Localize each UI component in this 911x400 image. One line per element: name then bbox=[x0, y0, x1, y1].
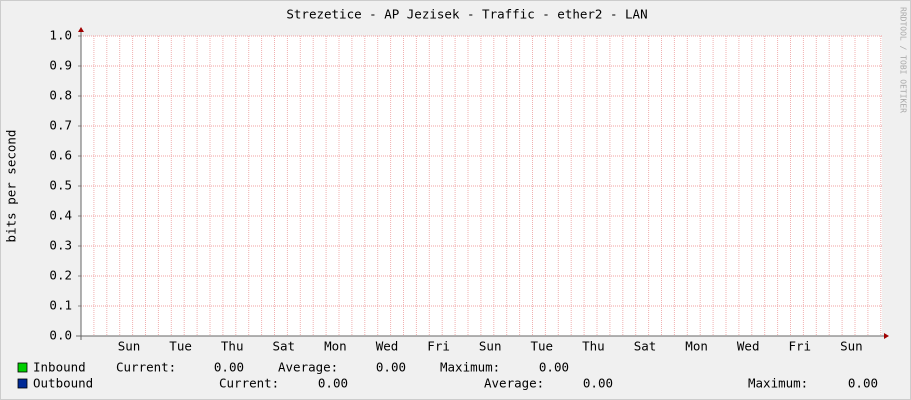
y-tick-label: 0.5 bbox=[49, 178, 72, 193]
chart-title: Strezetice - AP Jezisek - Traffic - ethe… bbox=[286, 7, 647, 22]
y-tick-label: 0.0 bbox=[49, 328, 72, 343]
stat-value: 0.00 bbox=[583, 376, 613, 391]
x-tick-label: Fri bbox=[789, 339, 812, 354]
x-tick-label: Sat bbox=[273, 339, 296, 354]
stat-name: Average: bbox=[278, 360, 338, 375]
x-tick-label: Sun bbox=[479, 339, 502, 354]
stat-name: Maximum: bbox=[748, 376, 808, 391]
y-tick-label: 0.8 bbox=[49, 88, 72, 103]
y-tick-label: 1.0 bbox=[49, 28, 72, 43]
y-axis-label: bits per second bbox=[4, 130, 19, 243]
stat-value: 0.00 bbox=[848, 376, 878, 391]
legend-label: Inbound bbox=[33, 360, 86, 375]
y-arrow bbox=[78, 27, 84, 32]
legend-swatch bbox=[17, 378, 28, 389]
y-tick-label: 0.3 bbox=[49, 238, 72, 253]
x-tick-label: Thu bbox=[582, 339, 605, 354]
y-tick-label: 0.2 bbox=[49, 268, 72, 283]
x-tick-label: Sun bbox=[118, 339, 141, 354]
x-arrow bbox=[884, 333, 889, 339]
stat-value: 0.00 bbox=[539, 360, 569, 375]
y-tick-label: 0.9 bbox=[49, 58, 72, 73]
stat-value: 0.00 bbox=[214, 360, 244, 375]
stat-value: 0.00 bbox=[318, 376, 348, 391]
x-tick-label: Sun bbox=[840, 339, 863, 354]
stat-value: 0.00 bbox=[376, 360, 406, 375]
stat-name: Maximum: bbox=[440, 360, 500, 375]
y-tick-label: 0.6 bbox=[49, 148, 72, 163]
x-tick-label: Sat bbox=[634, 339, 657, 354]
stat-name: Current: bbox=[116, 360, 176, 375]
x-tick-label: Tue bbox=[169, 339, 192, 354]
legend-swatch bbox=[17, 362, 28, 373]
watermark: RRDTOOL / TOBI OETIKER bbox=[899, 7, 908, 113]
y-tick-label: 0.1 bbox=[49, 298, 72, 313]
y-tick-label: 0.4 bbox=[49, 208, 72, 223]
x-tick-label: Tue bbox=[531, 339, 554, 354]
x-tick-label: Fri bbox=[427, 339, 450, 354]
legend-label: Outbound bbox=[33, 376, 93, 391]
x-tick-label: Wed bbox=[737, 339, 760, 354]
stat-name: Average: bbox=[484, 376, 544, 391]
x-tick-label: Mon bbox=[324, 339, 347, 354]
x-tick-label: Thu bbox=[221, 339, 244, 354]
y-tick-label: 0.7 bbox=[49, 118, 72, 133]
x-tick-label: Wed bbox=[376, 339, 399, 354]
x-tick-label: Mon bbox=[685, 339, 708, 354]
stat-name: Current: bbox=[219, 376, 279, 391]
